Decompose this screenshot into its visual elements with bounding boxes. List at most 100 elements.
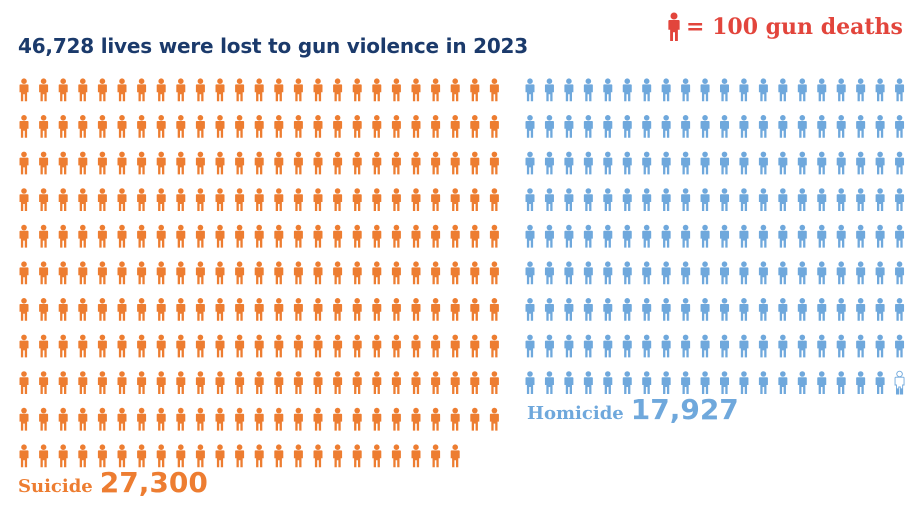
suicide-person-icon-45: [391, 115, 401, 138]
suicide-person-icon-1: [19, 78, 29, 102]
suicide-person-icon-3: [58, 78, 68, 102]
legend: = 100 gun deaths: [666, 12, 903, 42]
homicide-person-icon-59: [875, 151, 885, 175]
suicide-person-icon-53: [58, 151, 68, 175]
suicide-person-icon-121: [411, 224, 421, 248]
homicide-person-icon-29: [681, 115, 691, 138]
homicide-person-icon-33: [758, 115, 768, 138]
suicide-person-icon-109: [176, 224, 186, 248]
suicide-person-icon-253: [58, 444, 68, 468]
homicide-person-icon-28: [661, 115, 671, 138]
suicide-person-icon-20: [391, 78, 401, 102]
suicide-person-icon-110: [195, 224, 205, 248]
homicide-person-icon-116: [817, 261, 827, 285]
homicide-person-icon-169: [681, 371, 691, 394]
suicide-person-icon-38: [254, 115, 264, 138]
homicide-person-icon-94: [778, 224, 788, 248]
suicide-person-icon-216: [313, 371, 323, 394]
homicide-person-icon-127: [642, 298, 652, 321]
homicide-person-icon-76: [817, 188, 827, 211]
suicide-person-icon-143: [352, 261, 362, 285]
suicide-person-icon-265: [293, 444, 303, 468]
suicide-person-icon-64: [274, 151, 284, 175]
homicide-person-icon-84: [583, 224, 593, 248]
suicide-person-icon-141: [313, 261, 323, 285]
homicide-person-icon-2: [544, 78, 554, 102]
homicide-person-icon-98: [856, 224, 866, 248]
homicide-person-icon-1: [525, 78, 535, 102]
homicide-person-icon-55: [797, 151, 807, 175]
suicide-person-icon-127: [39, 261, 49, 285]
suicide-person-icon-272: [431, 444, 441, 468]
suicide-person-icon-129: [78, 261, 88, 285]
suicide-person-icon-52: [39, 151, 49, 175]
suicide-person-icon-219: [372, 371, 382, 394]
suicide-person-icon-123: [450, 224, 460, 248]
suicide-person-icon-241: [313, 407, 323, 431]
suicide-person-icon-17: [333, 78, 343, 102]
homicide-person-icon-23: [564, 115, 574, 138]
homicide-person-icon-153: [758, 334, 768, 358]
suicide-person-icon-4: [78, 78, 88, 102]
suicide-person-icon-185: [195, 334, 205, 358]
suicide-person-icon-75: [489, 151, 499, 175]
homicide-person-icon-171: [720, 371, 729, 394]
suicide-person-icon-160: [195, 298, 205, 321]
suicide-person-icon-130: [97, 261, 107, 285]
homicide-person-icon-69: [681, 188, 691, 211]
suicide-person-icon-58: [156, 151, 166, 175]
homicide-person-icon-174: [778, 371, 788, 394]
suicide-person-icon-205: [97, 371, 107, 394]
suicide-person-icon-206: [117, 371, 127, 394]
homicide-person-icon-25: [603, 115, 613, 138]
suicide-person-icon-67: [333, 151, 343, 175]
homicide-person-icon-145: [603, 334, 613, 358]
suicide-person-icon-16: [313, 78, 323, 102]
suicide-person-icon-148: [450, 261, 460, 285]
suicide-person-icon-150: [489, 261, 499, 285]
suicide-person-icon-188: [254, 334, 264, 358]
suicide-person-icon-239: [274, 407, 284, 431]
homicide-person-icon-123: [564, 298, 574, 321]
suicide-person-icon-200: [489, 334, 499, 358]
suicide-person-icon-214: [274, 371, 284, 394]
homicide-person-icon-31: [720, 115, 729, 138]
homicide-person-icon-56: [817, 151, 827, 175]
suicide-person-icon-165: [293, 298, 303, 321]
suicide-person-icon-178: [58, 334, 68, 358]
suicide-person-icon-217: [333, 371, 343, 394]
suicide-person-icon-60: [195, 151, 205, 175]
homicide-person-icon-67: [642, 188, 652, 211]
homicide-person-icon-177: [836, 371, 846, 394]
suicide-person-icon-263: [254, 444, 264, 468]
suicide-person-icon-174: [470, 298, 480, 321]
homicide-caption: Homicide 17,927: [527, 393, 739, 426]
homicide-person-icon-87: [642, 224, 652, 248]
homicide-person-icon-102: [544, 261, 554, 285]
suicide-person-icon-87: [235, 188, 245, 211]
suicide-person-icon-248: [450, 407, 460, 431]
suicide-person-icon-27: [39, 115, 49, 138]
homicide-person-icon-172: [739, 371, 749, 394]
suicide-person-icon-62: [235, 151, 245, 175]
suicide-person-icon-84: [176, 188, 186, 211]
suicide-person-icon-137: [235, 261, 245, 285]
homicide-person-icon-107: [642, 261, 652, 285]
suicide-person-icon-236: [215, 407, 225, 431]
suicide-person-icon-98: [450, 188, 460, 211]
suicide-person-icon-119: [372, 224, 382, 248]
suicide-person-icon-269: [372, 444, 382, 468]
suicide-person-icon-167: [333, 298, 343, 321]
legend-label: = 100 gun deaths: [686, 14, 903, 40]
homicide-person-icon-104: [583, 261, 593, 285]
homicide-person-icon-9: [681, 78, 691, 102]
homicide-person-icon-103: [564, 261, 574, 285]
homicide-person-icon-139: [875, 298, 885, 321]
homicide-person-icon-133: [758, 298, 768, 321]
homicide-person-icon-170: [700, 371, 710, 394]
suicide-person-icon-77: [39, 188, 49, 211]
homicide-person-icon-136: [817, 298, 827, 321]
suicide-person-icon-90: [293, 188, 303, 211]
suicide-person-icon-36: [215, 115, 225, 138]
suicide-person-icon-94: [372, 188, 382, 211]
